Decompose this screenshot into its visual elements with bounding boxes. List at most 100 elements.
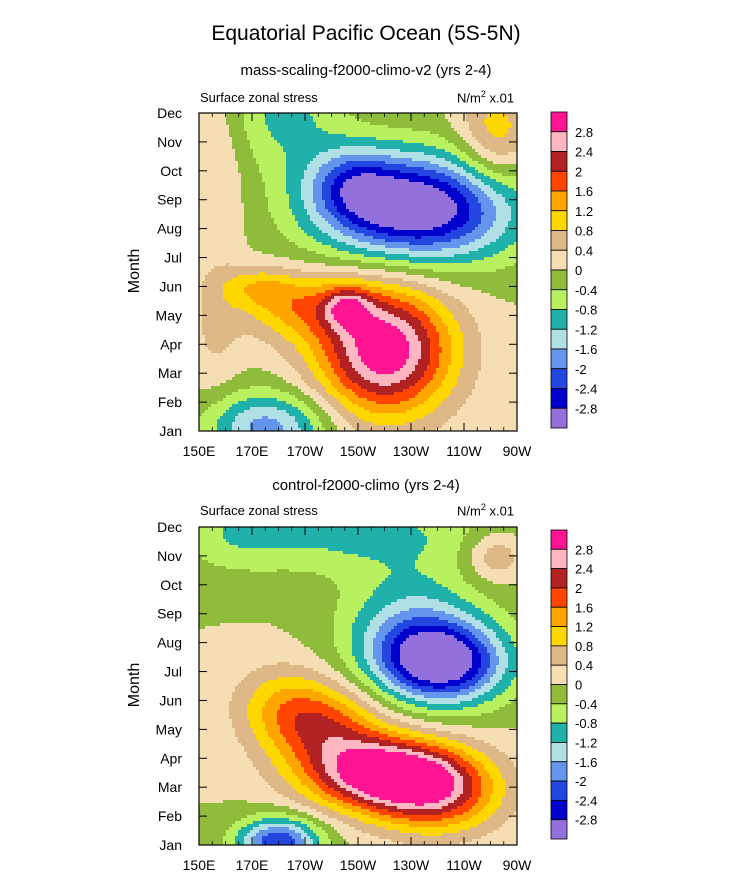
heatmap-cell [445,236,449,240]
heatmap-cell [448,128,452,132]
heatmap-cell [256,152,260,156]
heatmap-cell [439,179,443,183]
heatmap-cell [304,152,308,156]
heatmap-cell [484,137,488,141]
heatmap-cell [475,158,479,162]
heatmap-cell [235,173,239,177]
heatmap-cell [370,113,374,117]
heatmap-cell [238,125,242,129]
heatmap-cell [421,188,425,192]
heatmap-cell [328,206,332,210]
heatmap-cell [454,146,458,150]
heatmap-cell [478,170,482,174]
heatmap-cell [496,218,500,222]
heatmap-cell [214,200,218,204]
heatmap-cell [223,170,227,174]
heatmap-cell [406,182,410,186]
heatmap-cell [436,191,440,195]
heatmap-cell [388,137,392,141]
heatmap-cell [415,146,419,150]
heatmap-cell [439,227,443,231]
heatmap-cell [391,230,395,234]
heatmap-cell [340,146,344,150]
heatmap-cell [205,161,209,165]
heatmap-cell [217,200,221,204]
heatmap-cell [415,140,419,144]
heatmap-cell [457,248,461,252]
heatmap-cell [364,146,368,150]
heatmap-cell [403,185,407,189]
heatmap-cell [481,194,485,198]
heatmap-cell [484,164,488,168]
heatmap-cell [250,179,254,183]
heatmap-cell [280,131,284,135]
heatmap-cell [460,164,464,168]
heatmap-cell [364,164,368,168]
heatmap-cell [268,185,272,189]
heatmap-cell [301,167,305,171]
heatmap-cell [292,218,296,222]
heatmap-cell [508,245,512,249]
heatmap-cell [358,167,362,171]
heatmap-cell [208,143,212,147]
heatmap-cell [490,227,494,231]
heatmap-cell [271,176,275,180]
heatmap-cell [487,149,491,153]
heatmap-cell [376,146,380,150]
heatmap-cell [427,170,431,174]
heatmap-cell [514,236,518,240]
heatmap-cell [352,131,356,135]
heatmap-cell [238,197,242,201]
heatmap-cell [217,119,221,123]
heatmap-cell [256,248,260,252]
heatmap-cell [445,149,449,153]
heatmap-cell [211,170,215,174]
heatmap-cell [355,224,359,228]
heatmap-cell [373,173,377,177]
heatmap-cell [475,155,479,159]
heatmap-cell [502,218,506,222]
heatmap-cell [238,206,242,210]
heatmap-cell [202,152,206,156]
heatmap-cell [436,218,440,222]
heatmap-cell [382,149,386,153]
heatmap-cell [439,185,443,189]
heatmap-cell [394,170,398,174]
heatmap-cell [349,113,353,117]
heatmap-cell [373,239,377,243]
heatmap-cell [283,164,287,168]
heatmap-cell [466,185,470,189]
heatmap-cell [250,182,254,186]
heatmap-cell [481,221,485,225]
heatmap-cell [343,197,347,201]
heatmap-cell [442,140,446,144]
heatmap-cell [286,161,290,165]
heatmap-cell [412,143,416,147]
heatmap-cell [454,182,458,186]
heatmap-cell [289,242,293,246]
heatmap-cell [283,188,287,192]
heatmap-cell [307,188,311,192]
heatmap-cell [316,185,320,189]
heatmap-cell [298,203,302,207]
heatmap-cell [268,122,272,126]
heatmap-cell [430,191,434,195]
heatmap-cell [514,158,518,162]
heatmap-cell [319,185,323,189]
heatmap-cell [295,227,299,231]
heatmap-cell [385,143,389,147]
heatmap-cell [412,158,416,162]
heatmap-cell [460,167,464,171]
heatmap-cell [244,245,248,249]
heatmap-cell [310,251,314,255]
heatmap-cell [421,146,425,150]
heatmap-cell [253,239,257,243]
heatmap-cell [310,167,314,171]
heatmap-cell [352,173,356,177]
heatmap-cell [334,176,338,180]
heatmap-cell [331,173,335,177]
heatmap-cell [205,203,209,207]
heatmap-cell [343,218,347,222]
heatmap-cell [337,182,341,186]
